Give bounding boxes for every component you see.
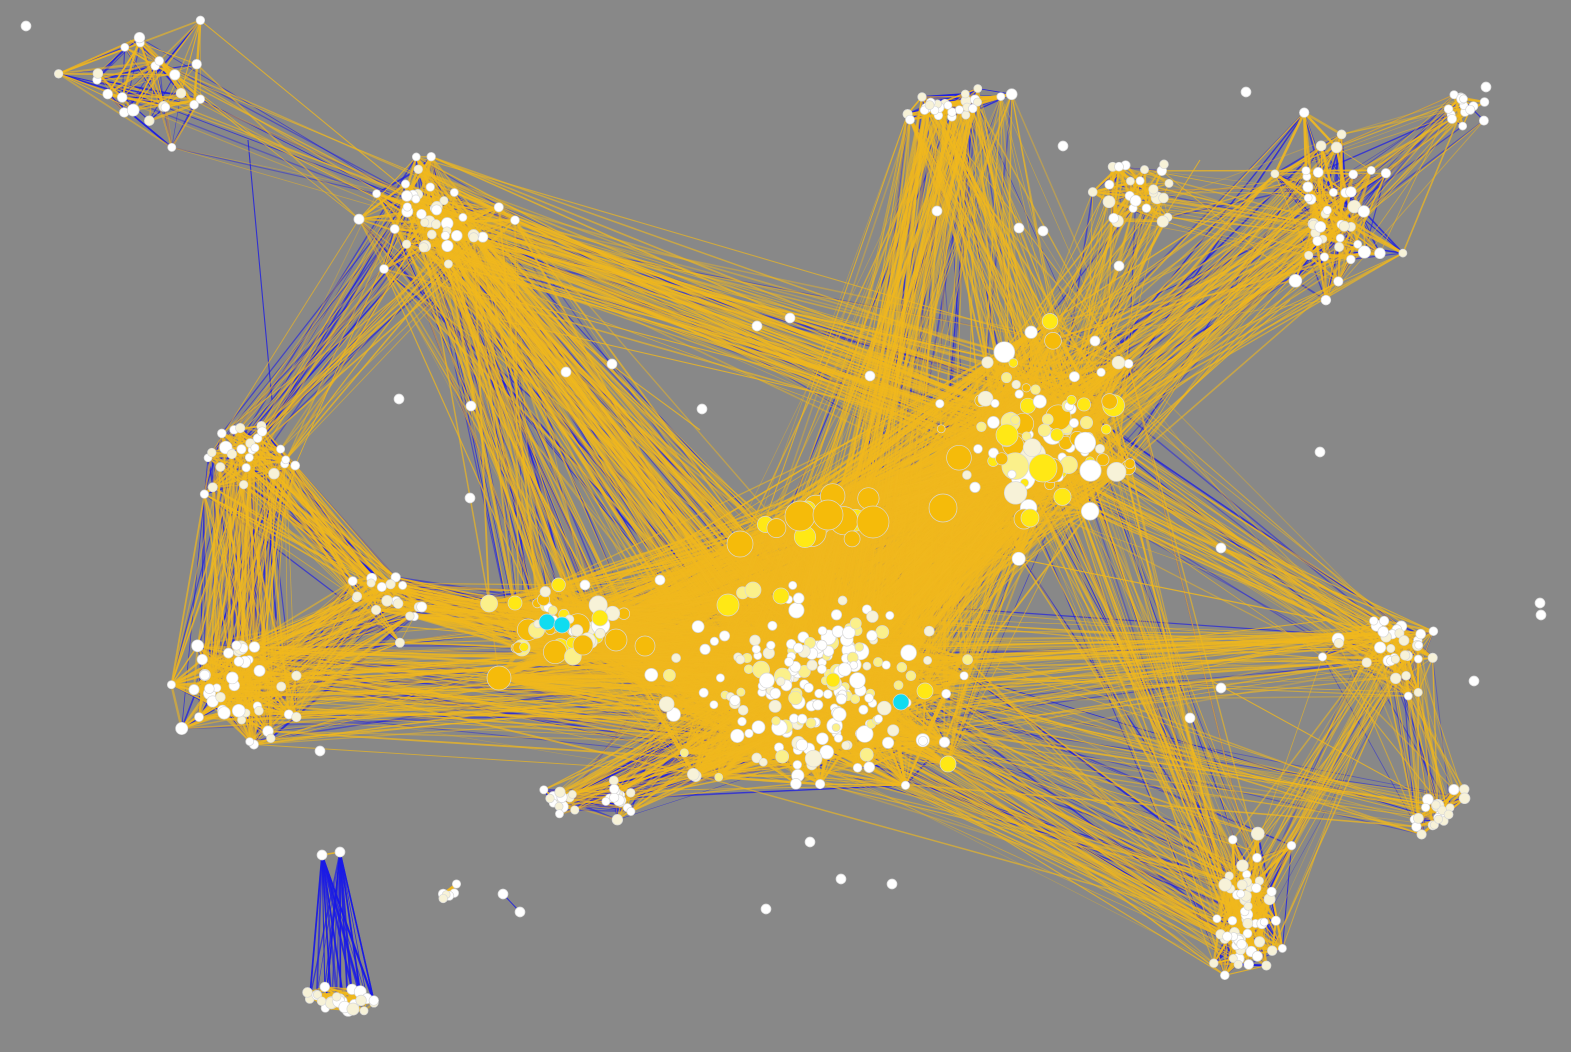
blue-edge: [1109, 400, 1393, 635]
blue-edge: [198, 494, 205, 718]
blue-edge: [96, 63, 197, 81]
blue-edge: [321, 854, 338, 997]
blue-edge: [613, 714, 675, 798]
blue-edge: [1363, 210, 1404, 254]
gold-edge: [58, 72, 175, 76]
blue-edge: [316, 854, 323, 996]
blue-edge: [249, 222, 426, 444]
blue-edge: [165, 106, 437, 211]
blue-edge: [1322, 656, 1417, 827]
blue-edge: [309, 854, 323, 1000]
blue-edge: [1083, 403, 1408, 657]
blue-edge: [158, 60, 436, 209]
blue-edge: [1281, 845, 1293, 949]
blue-edge: [828, 673, 1465, 799]
blue-edge: [171, 146, 377, 195]
blue-edge: [434, 208, 603, 629]
blue-edge: [58, 73, 195, 106]
blue-edge: [321, 854, 353, 990]
blue-edge: [1352, 97, 1462, 175]
blue-edge: [1257, 833, 1277, 921]
